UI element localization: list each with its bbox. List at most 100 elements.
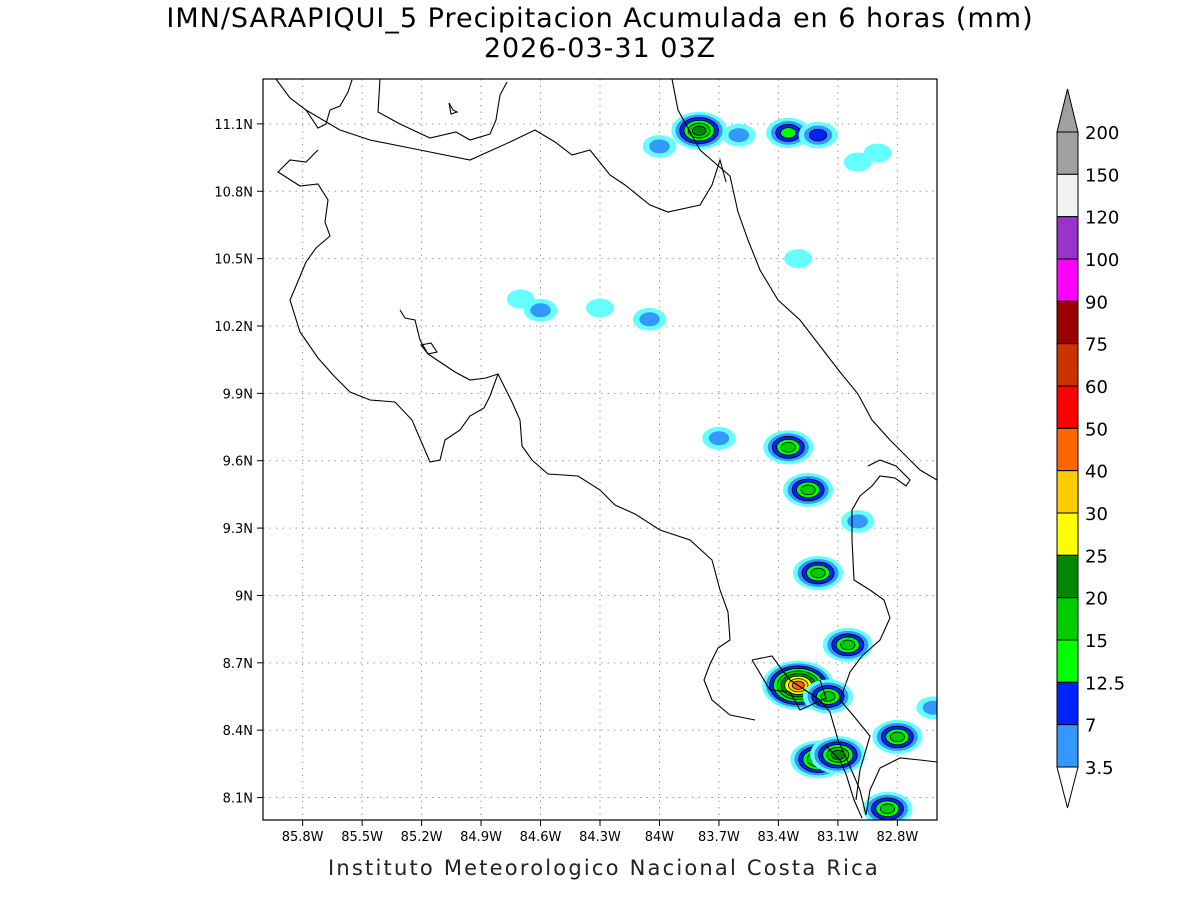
lon-tick-label: 82.8W — [876, 830, 918, 845]
precip-contour — [708, 431, 730, 446]
precip-cell — [586, 298, 614, 318]
precip-contour — [879, 803, 895, 815]
colorbar-swatch — [1056, 385, 1079, 429]
lake-islet — [448, 102, 459, 115]
lon-tick-label: 84.6W — [520, 830, 562, 845]
pacific-coast-north — [277, 149, 499, 463]
lon-tick-label: 83.7W — [698, 830, 740, 845]
panama-coast-south — [865, 757, 937, 816]
lat-tick-label: 10.5N — [214, 253, 253, 268]
colorbar-label: 20 — [1085, 589, 1108, 610]
precip-contour — [863, 143, 892, 163]
colorbar-label: 25 — [1085, 546, 1108, 567]
lat-tick-label: 10.2N — [214, 320, 253, 335]
nicaragua-coast-north — [377, 79, 508, 141]
precip-cell — [862, 791, 913, 820]
nicaragua-cr-border — [305, 109, 727, 213]
colorbar-swatch — [1056, 427, 1079, 472]
lat-tick-label: 10.8N — [214, 185, 253, 200]
nicaragua-lake-shore — [275, 79, 353, 129]
precip-contour — [639, 312, 660, 327]
precip-cell — [802, 679, 853, 714]
colorbar-label: 60 — [1085, 377, 1108, 398]
precip-cell — [722, 123, 756, 147]
lon-tick-label: 83.1W — [817, 830, 859, 845]
lat-tick-label: 9.3N — [223, 522, 253, 537]
colorbar-swatch — [1056, 470, 1079, 514]
precip-cell — [872, 719, 923, 754]
precip-contour — [808, 128, 828, 142]
colorbar-swatch — [1056, 681, 1079, 726]
colorbar-label: 12.5 — [1085, 673, 1125, 694]
precip-contour — [889, 731, 905, 743]
precip-cell — [523, 298, 558, 322]
precip-contour — [810, 567, 826, 579]
precip-cell — [702, 426, 736, 450]
colorbar-label: 30 — [1085, 504, 1108, 525]
colorbar-swatch — [1056, 258, 1079, 302]
precip-cell — [632, 307, 667, 331]
colorbar-under-arrow — [1056, 766, 1079, 809]
longitude-axis: 85.8W 85.5W 85.2W 84.9W 84.6W 84.3W 84W 83.7W 83… — [282, 820, 918, 845]
pacific-coast-central — [497, 373, 756, 721]
precip-cell — [506, 289, 535, 309]
colorbar-label: 150 — [1085, 165, 1119, 186]
lon-tick-label: 85.5W — [341, 830, 383, 845]
colorbar-label: 90 — [1085, 292, 1108, 313]
precip-contour — [847, 514, 869, 529]
precip-cell — [798, 121, 838, 149]
colorbar-label: 40 — [1085, 462, 1108, 483]
precip-cell — [783, 472, 834, 507]
colorbar-swatch — [1056, 554, 1079, 599]
colorbar-swatch — [1056, 512, 1079, 556]
precip-contour — [649, 139, 670, 154]
map-footer: Instituto Meteorologico Nacional Costa R… — [328, 856, 880, 880]
precip-contour — [691, 125, 707, 136]
lon-tick-label: 84.9W — [460, 830, 502, 845]
lon-tick-label: 84W — [645, 830, 675, 845]
precip-cell — [840, 509, 875, 533]
precip-cell — [763, 430, 814, 465]
colorbar-label: 120 — [1085, 208, 1119, 229]
precip-cell — [843, 152, 872, 172]
colorbar-swatch — [1056, 724, 1079, 768]
precip-cell — [784, 249, 813, 269]
colorbar-swatch — [1056, 300, 1079, 345]
precip-cell — [793, 556, 844, 590]
colorbar-label: 3.5 — [1085, 758, 1114, 779]
panama-border — [839, 459, 911, 801]
lon-tick-label: 84.3W — [579, 830, 621, 845]
precip-cell — [810, 736, 866, 774]
latitude-axis: 11.1N 10.8N 10.5N 10.2N 9.9N 9.6N 9.3N 9N 8.7N 8.… — [214, 118, 263, 807]
precip-contour — [586, 298, 614, 318]
colorbar-label: 200 — [1085, 123, 1119, 144]
precip-cell — [863, 143, 892, 163]
colorbar-swatch — [1056, 597, 1079, 641]
colorbar-label: 100 — [1085, 250, 1119, 271]
precip-cell — [642, 134, 677, 158]
map-title: IMN/SARAPIQUI_5 Precipitacion Acumulada … — [166, 3, 1034, 34]
osa-peninsula — [751, 655, 867, 816]
precip-cell — [766, 117, 811, 149]
colorbar-swatch — [1056, 173, 1079, 218]
colorbar-swatch — [1056, 343, 1079, 387]
lat-tick-label: 8.1N — [223, 792, 253, 807]
precip-contour — [784, 249, 813, 269]
colorbar-swatch — [1056, 216, 1079, 260]
precip-contour — [922, 700, 937, 715]
lat-tick-label: 9.9N — [223, 387, 253, 402]
precip-contour — [530, 303, 551, 318]
map-subtitle: 2026-03-31 03Z — [483, 33, 717, 64]
colorbar-label: 15 — [1085, 631, 1108, 652]
precip-contour — [728, 128, 750, 143]
lon-tick-label: 85.8W — [282, 830, 324, 845]
lon-tick-label: 85.2W — [401, 830, 443, 845]
lat-tick-label: 11.1N — [214, 118, 253, 133]
cr-panama-border-south — [751, 659, 827, 711]
precip-cell — [822, 627, 873, 662]
lon-tick-label: 83.4W — [758, 830, 800, 845]
colorbar-swatch — [1056, 131, 1079, 175]
precip-contour — [840, 639, 856, 651]
colorbar: 3.5 7 12.5 15 20 25 30 40 50 60 75 90 100 120 150 200 — [1056, 88, 1125, 809]
